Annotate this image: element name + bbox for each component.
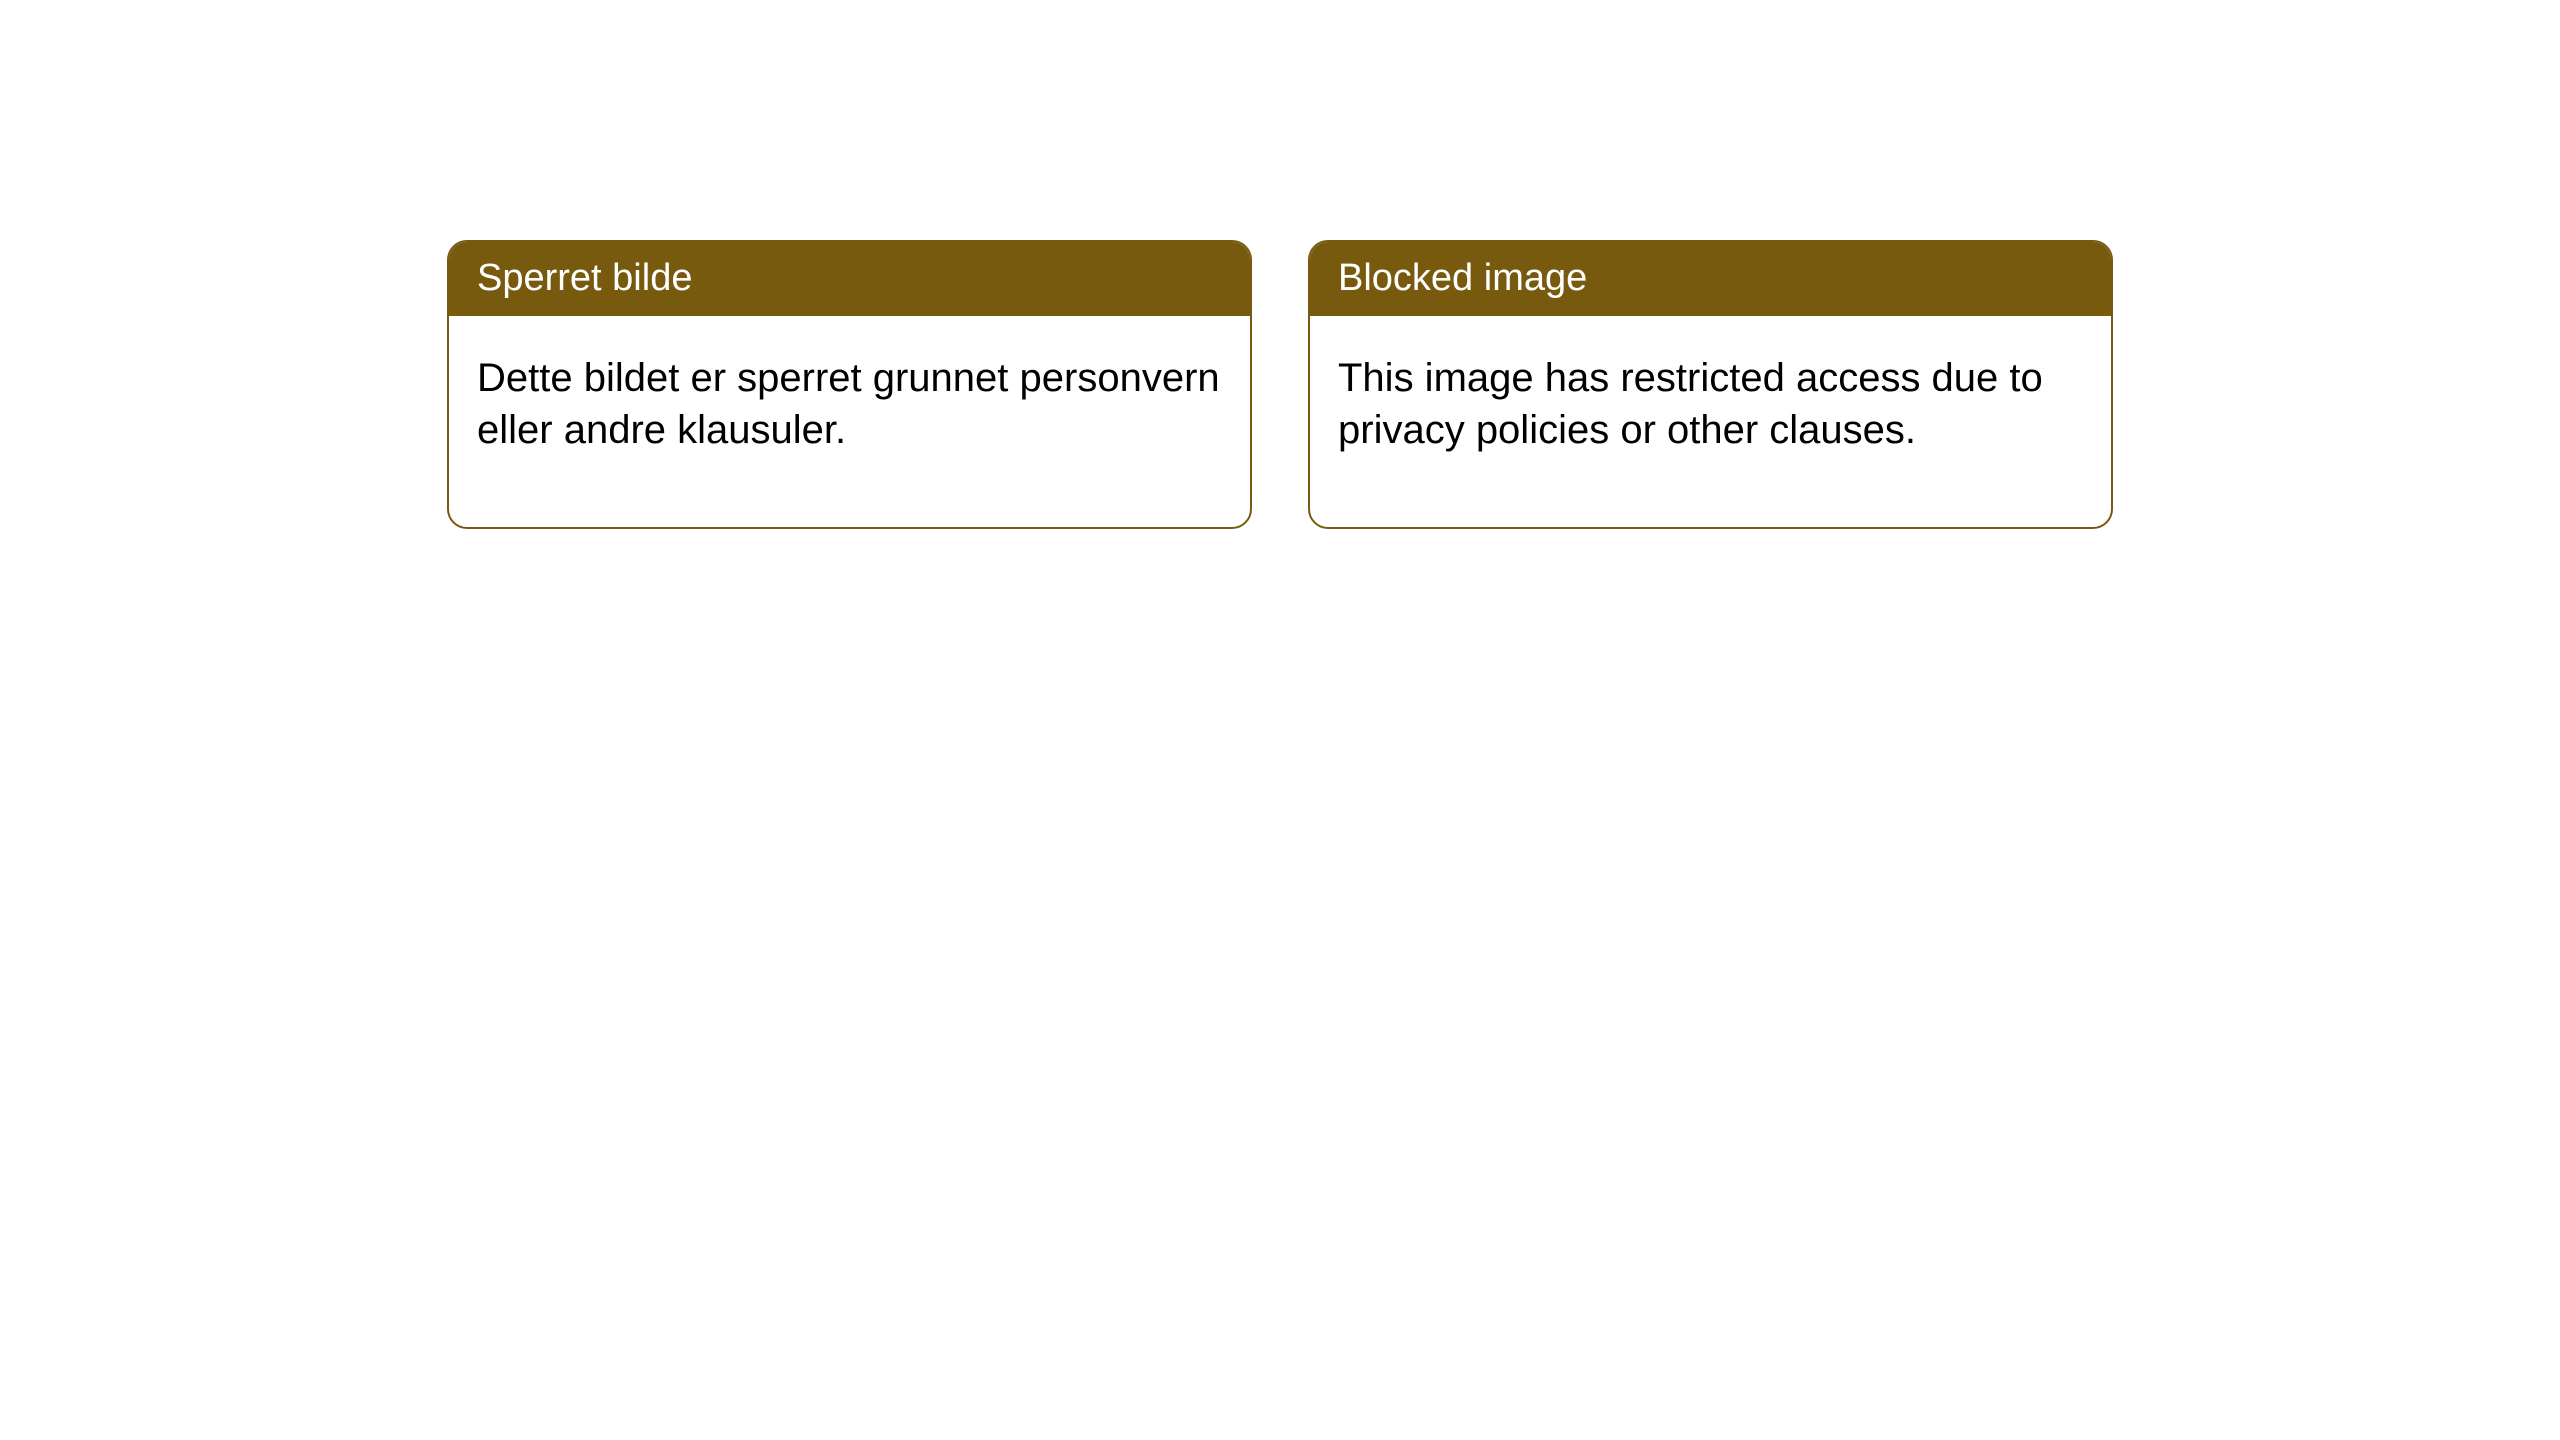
notice-header: Blocked image <box>1310 242 2111 316</box>
notice-header: Sperret bilde <box>449 242 1250 316</box>
notice-box-english: Blocked image This image has restricted … <box>1308 240 2113 529</box>
notice-body: This image has restricted access due to … <box>1310 316 2111 528</box>
notices-container: Sperret bilde Dette bildet er sperret gr… <box>447 240 2113 529</box>
notice-box-norwegian: Sperret bilde Dette bildet er sperret gr… <box>447 240 1252 529</box>
notice-body: Dette bildet er sperret grunnet personve… <box>449 316 1250 528</box>
